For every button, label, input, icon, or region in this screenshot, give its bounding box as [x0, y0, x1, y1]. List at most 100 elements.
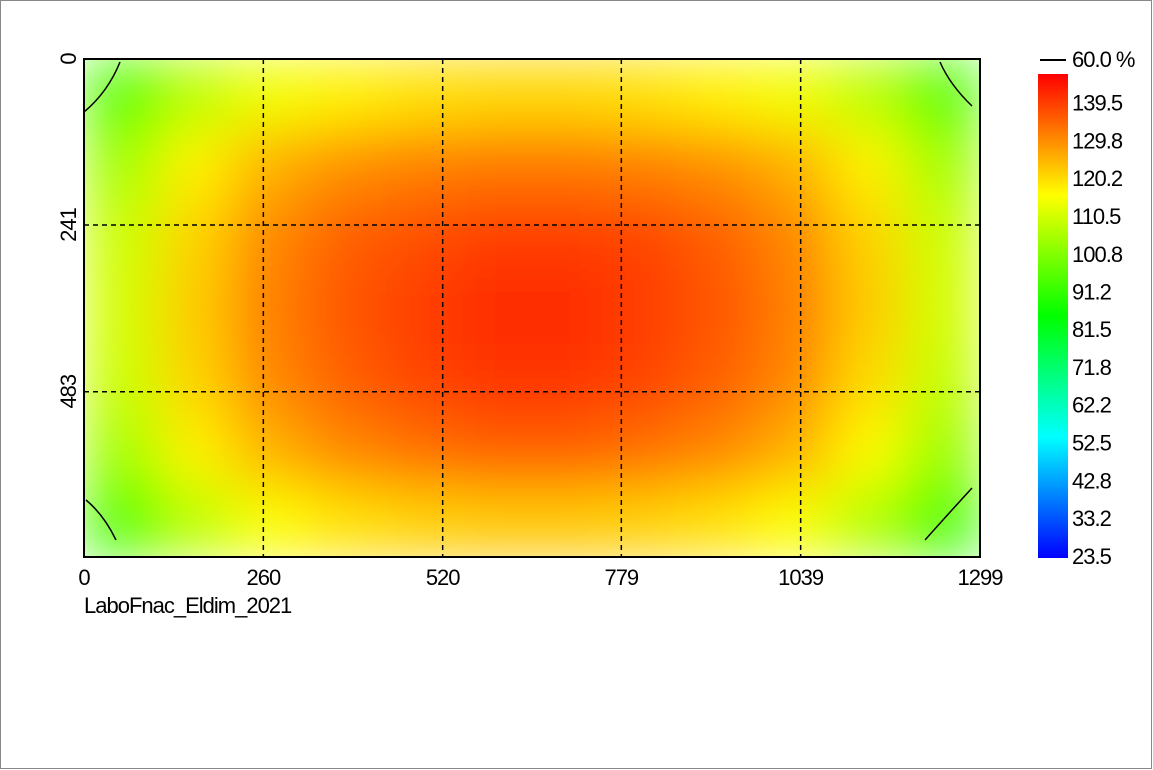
heat-cell	[158, 343, 234, 416]
heat-cell	[532, 59, 608, 131]
heat-cell	[457, 272, 533, 345]
x-tick-label: 520	[426, 565, 460, 590]
x-tick-label: 1299	[958, 565, 1004, 590]
heat-cell	[681, 201, 757, 273]
heat-cell	[905, 272, 980, 345]
colorbar-tick-label: 71.8	[1072, 355, 1112, 380]
heat-cell	[308, 414, 384, 487]
heat-cell	[830, 130, 906, 202]
heat-cell	[606, 414, 682, 487]
heat-cell	[532, 485, 608, 557]
heat-cell	[532, 343, 608, 416]
heat-cell	[457, 485, 533, 557]
x-tick-label: 260	[246, 565, 280, 590]
heat-cell	[308, 272, 384, 345]
heat-cell	[681, 130, 757, 202]
heat-cell	[905, 59, 980, 131]
heat-cell	[756, 343, 832, 416]
heat-cell	[606, 485, 682, 557]
heat-cell	[308, 59, 384, 131]
heat-cell	[457, 59, 533, 131]
heat-cell	[681, 59, 757, 131]
x-tick-label: 1039	[778, 565, 824, 590]
colorbar-tick-label: 129.8	[1072, 129, 1123, 154]
heat-cell	[233, 485, 309, 557]
heat-cell	[532, 201, 608, 273]
heatmap-cells	[84, 59, 980, 557]
heat-cell	[905, 485, 980, 557]
heat-cell	[382, 130, 458, 202]
heat-cell	[158, 485, 234, 557]
colorbar	[1038, 74, 1068, 558]
heat-cell	[905, 414, 980, 487]
heat-cell	[158, 59, 234, 131]
colorbar-tick-label: 100.8	[1072, 242, 1123, 267]
heat-cell	[905, 130, 980, 202]
heat-cell	[382, 343, 458, 416]
heat-cell	[606, 272, 682, 345]
heat-cell	[681, 414, 757, 487]
heat-cell	[233, 414, 309, 487]
contours	[83, 61, 973, 541]
annotation: LaboFnac_Eldim_2021	[84, 593, 292, 618]
heat-cell	[158, 201, 234, 273]
colorbar-tick-label: 62.2	[1072, 393, 1112, 418]
heat-cell	[905, 201, 980, 273]
heat-cell	[905, 343, 980, 416]
colorbar-tick-label: 81.5	[1072, 317, 1112, 342]
heat-cell	[606, 343, 682, 416]
heat-cell	[84, 414, 160, 487]
contour-line	[924, 487, 973, 541]
heat-cell	[681, 343, 757, 416]
heat-cell	[382, 59, 458, 131]
heat-cell	[681, 272, 757, 345]
y-tick-label: 241	[56, 207, 81, 241]
heat-cell	[606, 201, 682, 273]
heat-cell	[382, 414, 458, 487]
heat-cell	[830, 201, 906, 273]
heat-cell	[158, 414, 234, 487]
heat-cell	[84, 272, 160, 345]
heat-cell	[756, 59, 832, 131]
heat-cell	[158, 130, 234, 202]
heat-cell	[308, 130, 384, 202]
heat-cell	[681, 485, 757, 557]
heat-cell	[457, 201, 533, 273]
heat-cell	[606, 59, 682, 131]
contour-line	[83, 61, 121, 113]
heat-cell	[84, 201, 160, 273]
heat-cell	[308, 343, 384, 416]
heat-cell	[532, 130, 608, 202]
heatmap-area	[84, 59, 980, 557]
contour-line	[939, 61, 973, 107]
heat-cell	[457, 343, 533, 416]
y-tick-label: 0	[56, 53, 81, 65]
heat-cell	[756, 201, 832, 273]
heat-cell	[756, 485, 832, 557]
heat-cell	[830, 272, 906, 345]
colorbar-tick-label: 120.2	[1072, 166, 1123, 191]
colorbar-tick-label: 33.2	[1072, 506, 1112, 531]
x-tick-label: 779	[604, 565, 638, 590]
heat-cell	[233, 59, 309, 131]
contour-line	[85, 499, 117, 541]
heat-cell	[233, 343, 309, 416]
heat-cell	[756, 130, 832, 202]
heat-cell	[756, 414, 832, 487]
heat-cell	[158, 272, 234, 345]
colorbar-tick-label: 110.5	[1072, 204, 1121, 229]
heat-cell	[382, 272, 458, 345]
colorbar-tick-label: 139.5	[1072, 91, 1123, 116]
x-tick-label: 0	[78, 565, 90, 590]
heat-cell	[233, 130, 309, 202]
heat-cell	[308, 201, 384, 273]
heat-cell	[457, 414, 533, 487]
colorbar-tick-label: 91.2	[1072, 279, 1112, 304]
heat-cell	[382, 201, 458, 273]
y-tick-label: 483	[56, 374, 81, 408]
heat-cell	[457, 130, 533, 202]
heat-cell	[830, 343, 906, 416]
heat-cell	[532, 414, 608, 487]
heat-cell	[606, 130, 682, 202]
